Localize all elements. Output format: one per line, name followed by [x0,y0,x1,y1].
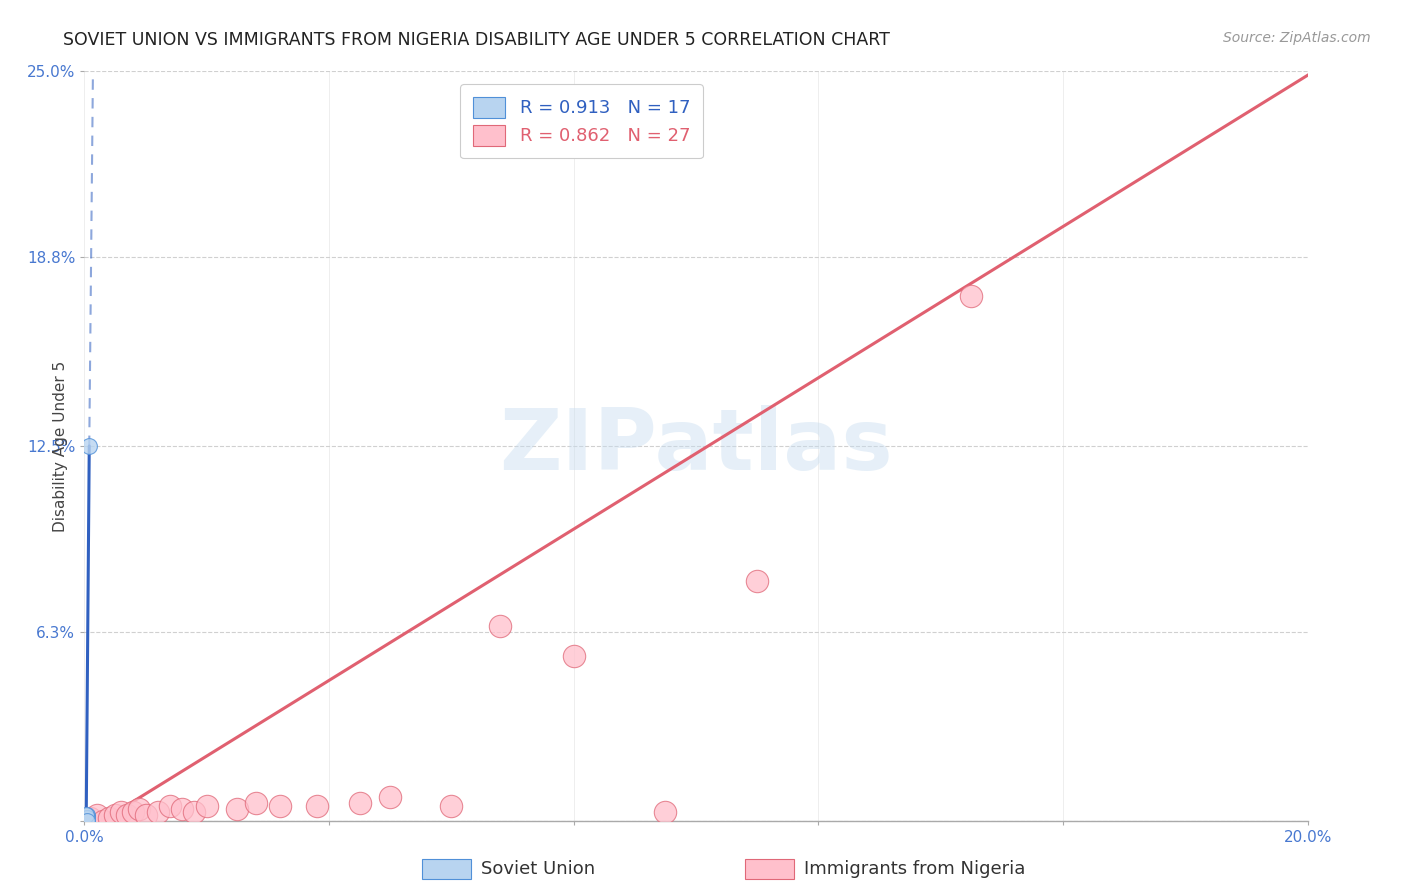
Point [349,796,371,810]
Point [75,814,97,828]
Text: Immigrants from Nigeria: Immigrants from Nigeria [804,860,1025,878]
Point [75,811,97,825]
Point [128,802,150,816]
Point [76,814,98,828]
Point [195,798,218,813]
Text: SOVIET UNION VS IMMIGRANTS FROM NIGERIA DISABILITY AGE UNDER 5 CORRELATION CHART: SOVIET UNION VS IMMIGRANTS FROM NIGERIA … [63,31,890,49]
Point [76,812,98,826]
Point [562,648,585,663]
Point [76,812,98,826]
Point [380,789,402,804]
Text: Soviet Union: Soviet Union [481,860,595,878]
Point [110,805,132,819]
Point [91,814,114,828]
Point [269,798,291,813]
Point [76,809,98,823]
Point [960,289,983,303]
Point [76,811,98,825]
Point [76,814,98,828]
Y-axis label: Disability Age Under 5: Disability Age Under 5 [52,360,67,532]
Point [183,805,205,819]
Point [75,814,97,828]
Point [122,805,145,819]
Point [226,802,249,816]
Point [245,796,267,810]
Point [305,798,328,813]
Point [97,811,120,825]
Point [172,802,194,816]
Point [79,811,101,825]
Point [104,807,127,822]
Point [75,814,97,828]
Point [75,813,97,827]
Legend: R = 0.913   N = 17, R = 0.862   N = 27: R = 0.913 N = 17, R = 0.862 N = 27 [460,84,703,159]
Point [86,807,108,822]
Point [75,814,97,828]
Point [440,798,463,813]
Point [135,807,157,822]
Text: ZIPatlas: ZIPatlas [499,404,893,488]
Point [159,798,181,813]
Point [146,805,169,819]
Point [76,807,98,822]
Point [77,439,100,453]
Text: Source: ZipAtlas.com: Source: ZipAtlas.com [1223,31,1371,45]
Point [75,807,97,822]
Point [489,619,512,633]
Point [76,811,98,825]
Point [115,807,138,822]
Point [76,811,98,825]
Point [654,805,676,819]
Point [747,574,769,588]
